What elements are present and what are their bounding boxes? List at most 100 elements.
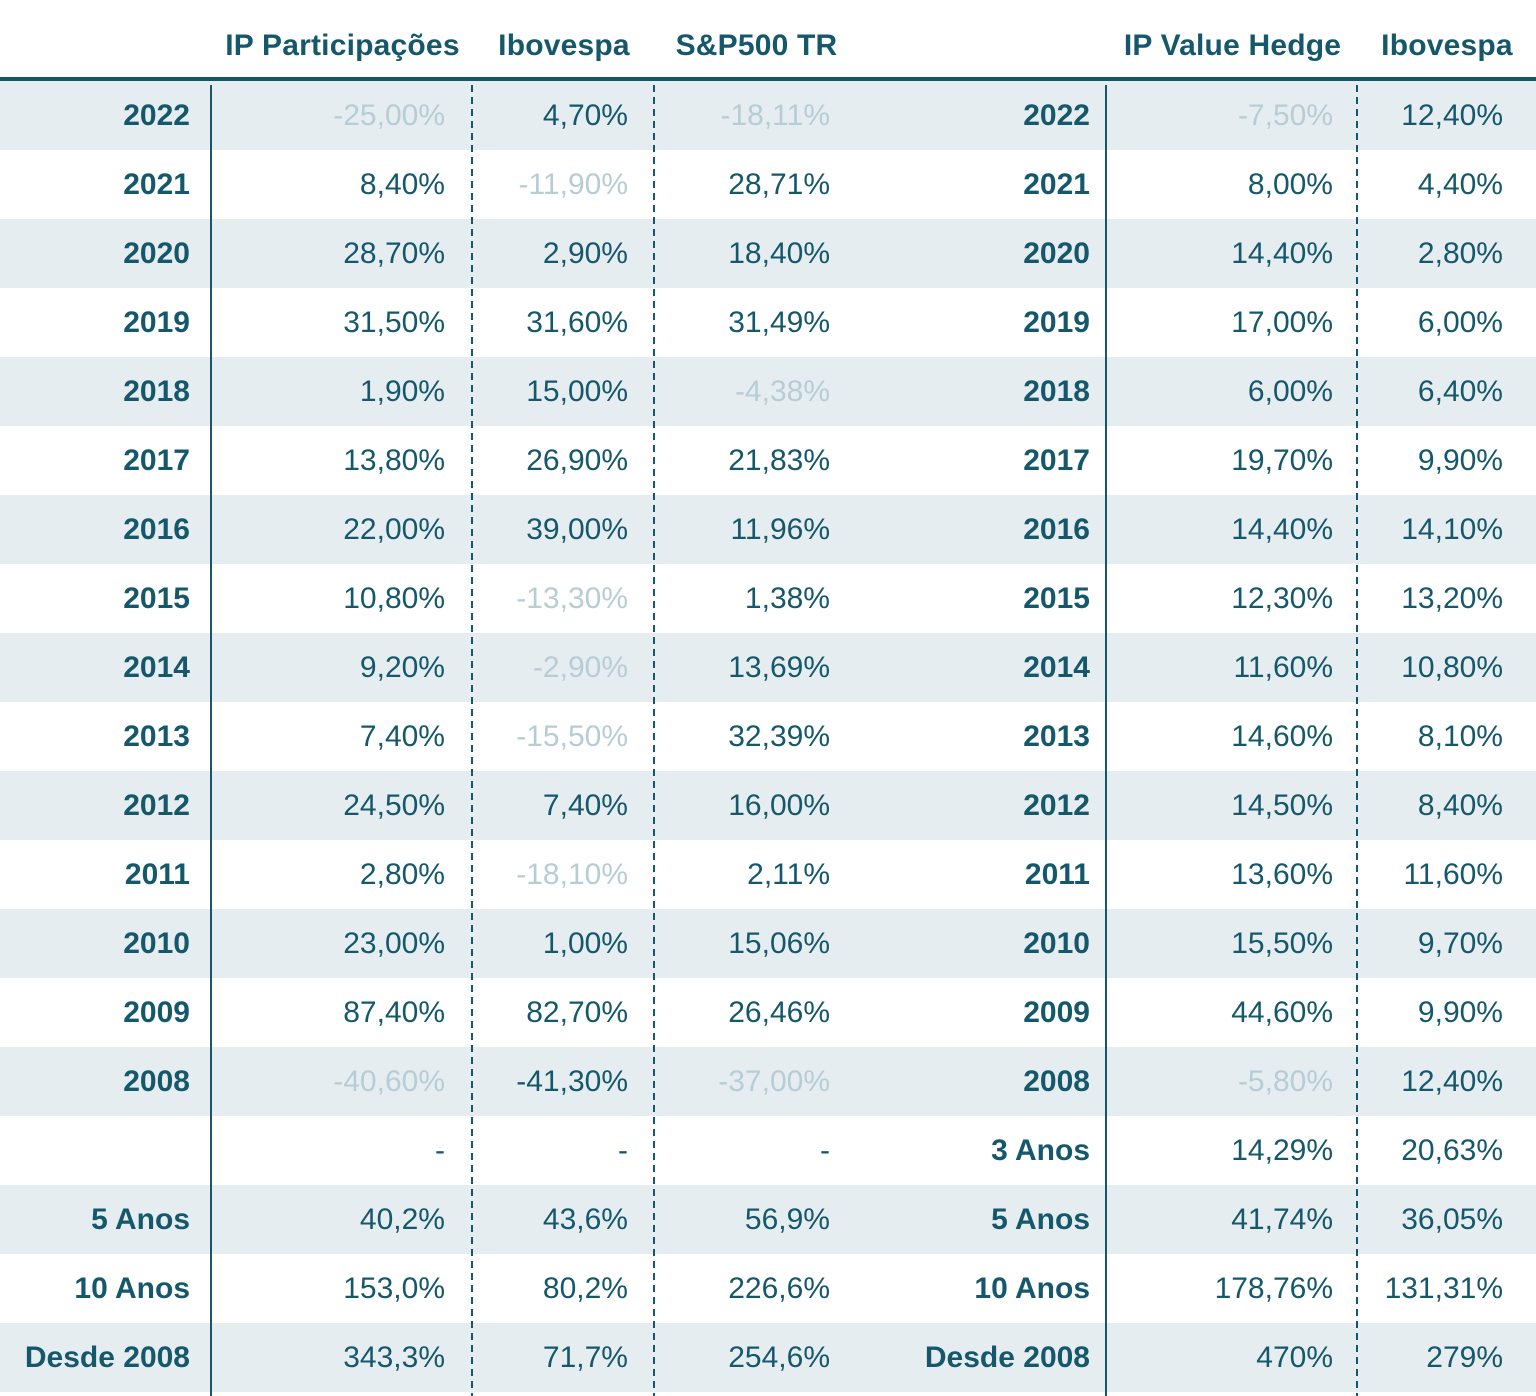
ibovespa-right-cell: 6,00%	[1417, 305, 1503, 339]
table-row: 2020 28,70% 2,90% 18,40% 2020 14,40% 2,8…	[0, 219, 1536, 288]
ip-value-hedge-cell: 8,00%	[1247, 167, 1333, 201]
table-body: 2022 -25,00% 4,70% -18,11% 2022 -7,50% 1…	[0, 81, 1536, 1392]
divider-dashed-ibov-left	[653, 85, 655, 1396]
ip-participacoes-cell: -40,60%	[333, 1064, 445, 1098]
ibovespa-left-cell: 43,6%	[542, 1202, 628, 1236]
ip-participacoes-cell: 40,2%	[359, 1202, 445, 1236]
ibovespa-left-cell: 1,00%	[542, 926, 628, 960]
year-left-cell	[0, 1116, 212, 1185]
year-right-cell: Desde 2008	[924, 1340, 1090, 1374]
sp500-tr-cell: 16,00%	[728, 788, 830, 822]
year-right-cell: 2010	[1023, 926, 1090, 960]
ip-participacoes-cell: 8,40%	[359, 167, 445, 201]
ibovespa-left-cell: 39,00%	[526, 512, 628, 546]
ibovespa-right-cell: 13,20%	[1401, 581, 1503, 615]
year-left-cell: 5 Anos	[91, 1202, 190, 1236]
year-left-cell: 10 Anos	[74, 1271, 190, 1305]
ibovespa-left-cell: 26,90%	[526, 443, 628, 477]
ibovespa-left-cell: -41,30%	[516, 1064, 628, 1098]
divider-dashed-ip-value	[1356, 85, 1358, 1396]
table-row: 2022 -25,00% 4,70% -18,11% 2022 -7,50% 1…	[0, 81, 1536, 150]
table-row: 2013 7,40% -15,50% 32,39% 2013 14,60% 8,…	[0, 702, 1536, 771]
sp500-tr-cell: -37,00%	[718, 1064, 830, 1098]
header-year-right-spacer	[858, 0, 1107, 77]
ip-participacoes-cell: 28,70%	[343, 236, 445, 270]
ip-value-hedge-cell: 14,29%	[1231, 1133, 1333, 1167]
table-row: 2012 24,50% 7,40% 16,00% 2012 14,50% 8,4…	[0, 771, 1536, 840]
sp500-tr-cell: 226,6%	[728, 1271, 830, 1305]
ip-participacoes-cell: 10,80%	[343, 581, 445, 615]
table-row: 2016 22,00% 39,00% 11,96% 2016 14,40% 14…	[0, 495, 1536, 564]
sp500-tr-cell: -18,11%	[720, 98, 830, 132]
year-right-cell: 2018	[1023, 374, 1090, 408]
ip-participacoes-cell: 1,90%	[359, 374, 445, 408]
ip-participacoes-cell: 31,50%	[343, 305, 445, 339]
year-right-cell: 3 Anos	[991, 1133, 1090, 1167]
sp500-tr-cell: 13,69%	[728, 650, 830, 684]
ip-participacoes-cell: 7,40%	[359, 719, 445, 753]
header-ip-value-hedge: IP Value Hedge	[1123, 29, 1342, 62]
ip-value-hedge-cell: 17,00%	[1231, 305, 1333, 339]
ip-value-hedge-cell: 12,30%	[1231, 581, 1333, 615]
table-row: 2019 31,50% 31,60% 31,49% 2019 17,00% 6,…	[0, 288, 1536, 357]
divider-solid-year-right	[1105, 85, 1107, 1396]
year-right-cell: 2015	[1023, 581, 1090, 615]
year-right-cell: 2014	[1023, 650, 1090, 684]
year-left-cell: 2013	[123, 719, 190, 753]
ip-value-hedge-cell: 11,60%	[1233, 650, 1333, 684]
table-row: 2014 9,20% -2,90% 13,69% 2014 11,60% 10,…	[0, 633, 1536, 702]
year-left-cell: 2011	[124, 857, 190, 891]
year-left-cell: 2009	[123, 995, 190, 1029]
ip-value-hedge-cell: 470%	[1256, 1340, 1333, 1374]
year-right-cell: 2008	[1023, 1064, 1090, 1098]
ibovespa-right-cell: 6,40%	[1417, 374, 1503, 408]
ibovespa-left-cell: -11,90%	[518, 167, 628, 201]
header-ibovespa-right: Ibovespa	[1381, 29, 1513, 62]
year-right-cell: 2017	[1023, 443, 1090, 477]
ip-participacoes-cell: 2,80%	[359, 857, 445, 891]
sp500-tr-cell: 21,83%	[728, 443, 830, 477]
header-year-left-spacer	[0, 0, 212, 77]
ip-value-hedge-cell: 14,60%	[1231, 719, 1333, 753]
year-left-cell: 2015	[123, 581, 190, 615]
ibovespa-left-cell: -15,50%	[516, 719, 628, 753]
sp500-tr-cell: 32,39%	[728, 719, 830, 753]
year-right-cell: 10 Anos	[974, 1271, 1090, 1305]
sp500-tr-cell: 15,06%	[728, 926, 830, 960]
ibovespa-right-cell: 20,63%	[1401, 1133, 1503, 1167]
header-ip-participacoes: IP Participações	[225, 29, 460, 62]
year-left-cell: 2022	[123, 98, 190, 132]
year-right-cell: 2012	[1023, 788, 1090, 822]
year-left-cell: 2014	[123, 650, 190, 684]
table-header: IP Participações Ibovespa S&P500 TR IP V…	[0, 0, 1536, 81]
table-row: 2018 1,90% 15,00% -4,38% 2018 6,00% 6,40…	[0, 357, 1536, 426]
ibovespa-left-cell: 15,00%	[526, 374, 628, 408]
table-row: 2010 23,00% 1,00% 15,06% 2010 15,50% 9,7…	[0, 909, 1536, 978]
ibovespa-left-cell: -13,30%	[516, 581, 628, 615]
year-right-cell: 2019	[1023, 305, 1090, 339]
table-row: 10 Anos 153,0% 80,2% 226,6% 10 Anos 178,…	[0, 1254, 1536, 1323]
ip-value-hedge-cell: 13,60%	[1231, 857, 1333, 891]
year-left-cell: 2016	[123, 512, 190, 546]
ibovespa-right-cell: 12,40%	[1401, 98, 1503, 132]
ibovespa-left-cell: 71,7%	[542, 1340, 628, 1374]
ibovespa-right-cell: 8,10%	[1417, 719, 1503, 753]
table-row: 2008 -40,60% -41,30% -37,00% 2008 -5,80%…	[0, 1047, 1536, 1116]
ibovespa-right-cell: 36,05%	[1401, 1202, 1503, 1236]
ip-value-hedge-cell: -5,80%	[1237, 1064, 1333, 1098]
divider-solid-year-left	[210, 85, 212, 1396]
year-right-cell: 2009	[1023, 995, 1090, 1029]
sp500-tr-cell: 56,9%	[744, 1202, 830, 1236]
year-right-cell: 2021	[1023, 167, 1090, 201]
ibovespa-left-cell: 2,90%	[542, 236, 628, 270]
ibovespa-right-cell: 9,90%	[1417, 995, 1503, 1029]
ip-participacoes-cell: 13,80%	[343, 443, 445, 477]
header-ibovespa-left: Ibovespa	[498, 29, 630, 62]
sp500-tr-cell: 26,46%	[728, 995, 830, 1029]
ibovespa-right-cell: 131,31%	[1384, 1271, 1503, 1305]
year-right-cell: 2016	[1023, 512, 1090, 546]
table-row: Desde 2008 343,3% 71,7% 254,6% Desde 200…	[0, 1323, 1536, 1392]
ip-participacoes-cell: 23,00%	[343, 926, 445, 960]
sp500-tr-cell: 18,40%	[728, 236, 830, 270]
